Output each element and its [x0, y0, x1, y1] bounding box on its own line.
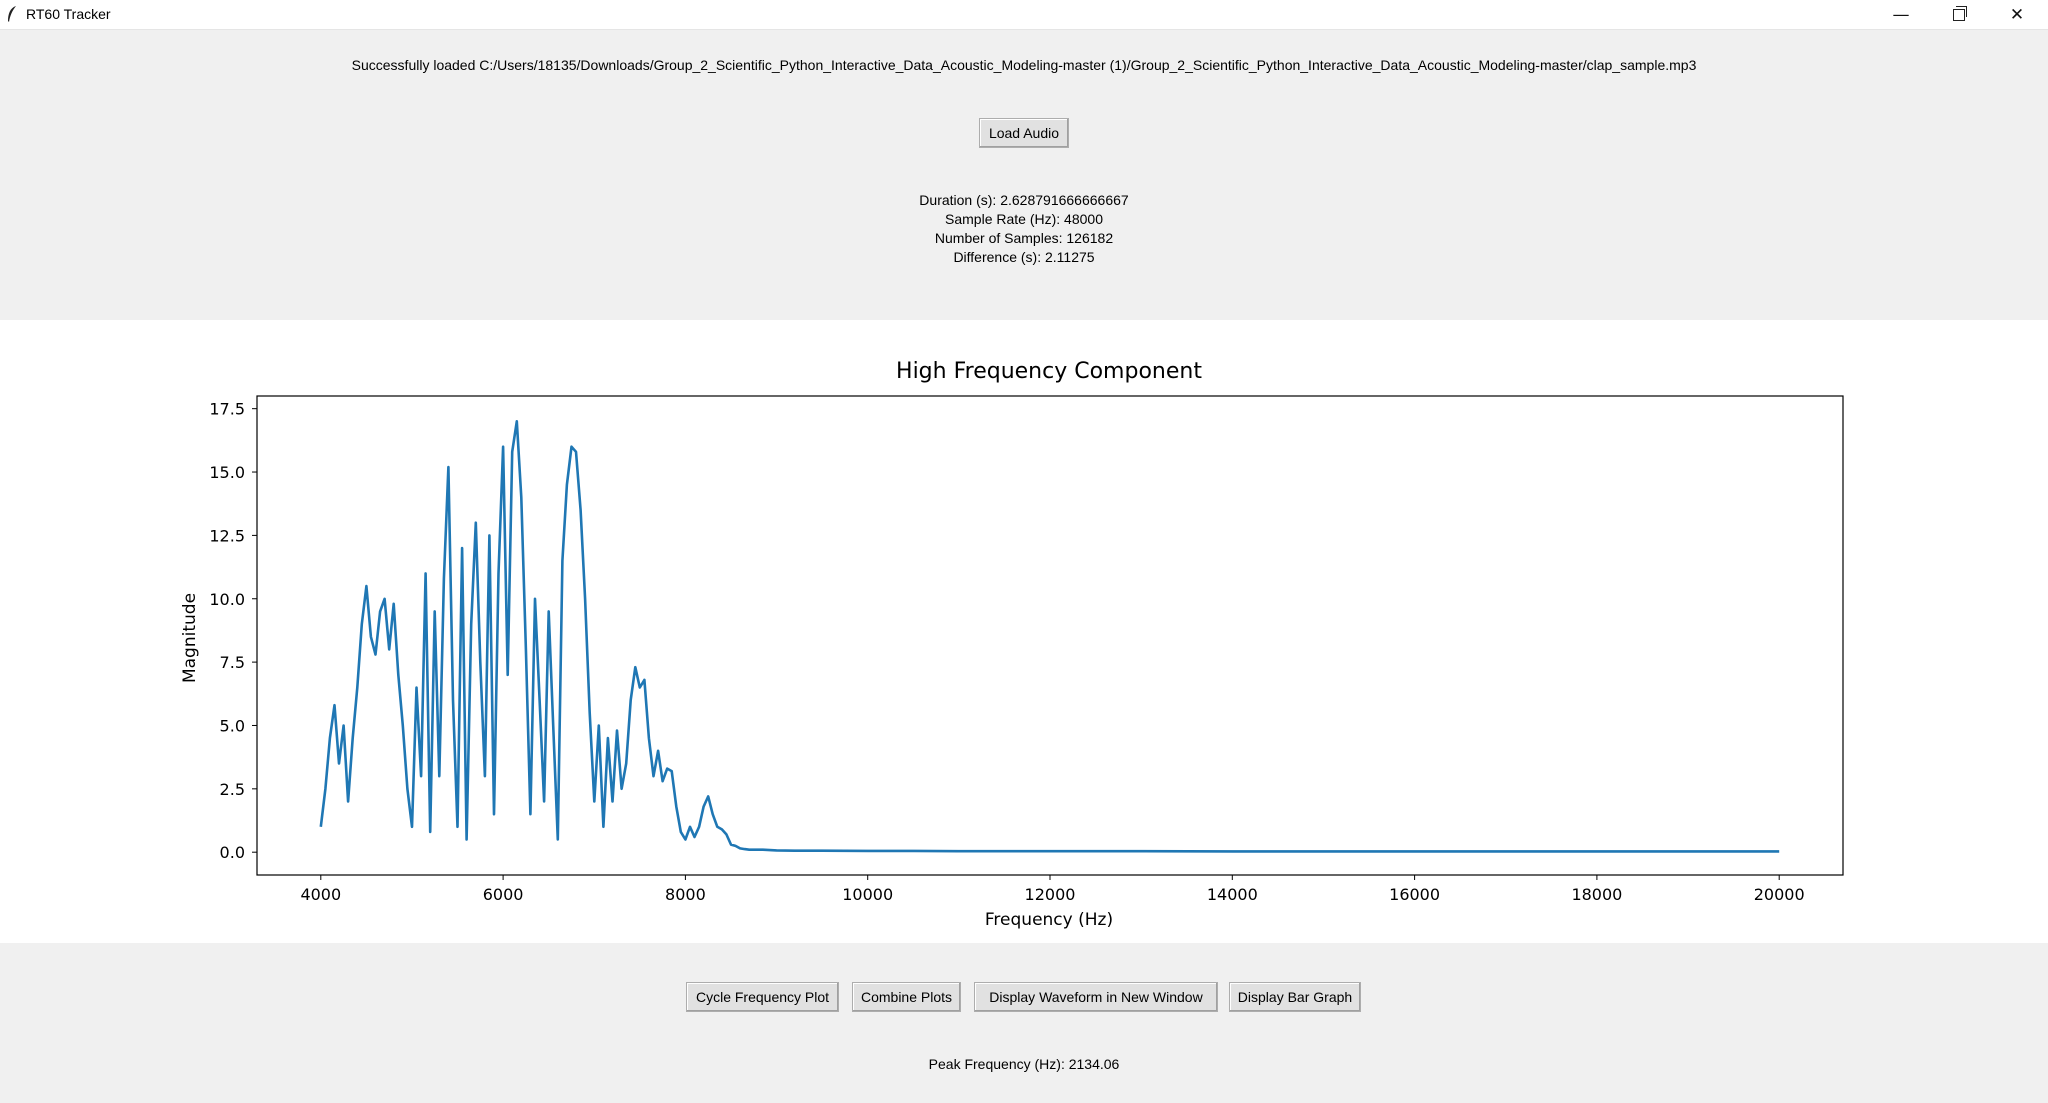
chart-title: High Frequency Component — [896, 359, 1202, 384]
axis-ticks: 4000 6000 8000 10000 12000 14000 16000 18000 200… — [209, 400, 1804, 904]
x-tick-label: 20000 — [1754, 885, 1805, 904]
feather-icon — [8, 6, 16, 22]
title-bar: RT60 Tracker — ✕ — [0, 0, 2048, 30]
peak-frequency-text: Peak Frequency (Hz): 2134.06 — [928, 1056, 1120, 1072]
minimize-icon: — — [1892, 4, 1910, 25]
y-tick-label: 0.0 — [220, 843, 245, 862]
duration-text: Duration (s): 2.628791666666667 — [919, 192, 1129, 208]
sample-rate-text: Sample Rate (Hz): 48000 — [945, 211, 1103, 227]
minimize-button[interactable]: — — [1872, 0, 1930, 29]
combine-plots-button[interactable]: Combine Plots — [852, 982, 961, 1012]
frequency-chart: High Frequency Component Frequency (Hz) … — [180, 359, 1844, 930]
y-tick-label: 12.5 — [209, 526, 245, 545]
x-tick-label: 16000 — [1389, 885, 1440, 904]
x-tick-label: 4000 — [300, 885, 341, 904]
x-tick-label: 18000 — [1571, 885, 1622, 904]
load-audio-button[interactable]: Load Audio — [979, 118, 1069, 148]
status-message: Successfully loaded C:/Users/18135/Downl… — [351, 57, 1697, 73]
close-icon: ✕ — [2009, 4, 2025, 25]
display-waveform-button[interactable]: Display Waveform in New Window — [974, 982, 1218, 1012]
num-samples-text: Number of Samples: 126182 — [934, 230, 1114, 246]
x-tick-label: 6000 — [483, 885, 524, 904]
y-tick-label: 10.0 — [209, 590, 245, 609]
audio-info: Duration (s): 2.628791666666667 Sample R… — [0, 191, 2048, 267]
x-tick-label: 8000 — [665, 885, 706, 904]
difference-text: Difference (s): 2.11275 — [953, 249, 1095, 265]
y-tick-label: 17.5 — [209, 400, 245, 419]
display-bar-graph-button[interactable]: Display Bar Graph — [1229, 982, 1361, 1012]
series-line — [319, 420, 1780, 853]
plot-frame — [256, 395, 1844, 876]
x-axis-label: Frequency (Hz) — [985, 910, 1113, 930]
restore-icon — [1953, 5, 1967, 21]
window-title: RT60 Tracker — [26, 6, 111, 22]
x-tick-label: 10000 — [842, 885, 893, 904]
y-tick-label: 5.0 — [220, 716, 245, 735]
cycle-frequency-plot-button[interactable]: Cycle Frequency Plot — [686, 982, 839, 1012]
y-tick-label: 7.5 — [220, 653, 245, 672]
x-tick-label: 12000 — [1025, 885, 1076, 904]
y-tick-label: 2.5 — [220, 780, 245, 799]
x-tick-label: 14000 — [1207, 885, 1258, 904]
y-tick-label: 15.0 — [209, 463, 245, 482]
restore-button[interactable] — [1930, 0, 1988, 29]
close-button[interactable]: ✕ — [1988, 0, 2046, 29]
plot-panel: High Frequency Component Frequency (Hz) … — [0, 320, 2048, 943]
y-axis-label: Magnitude — [180, 593, 200, 683]
